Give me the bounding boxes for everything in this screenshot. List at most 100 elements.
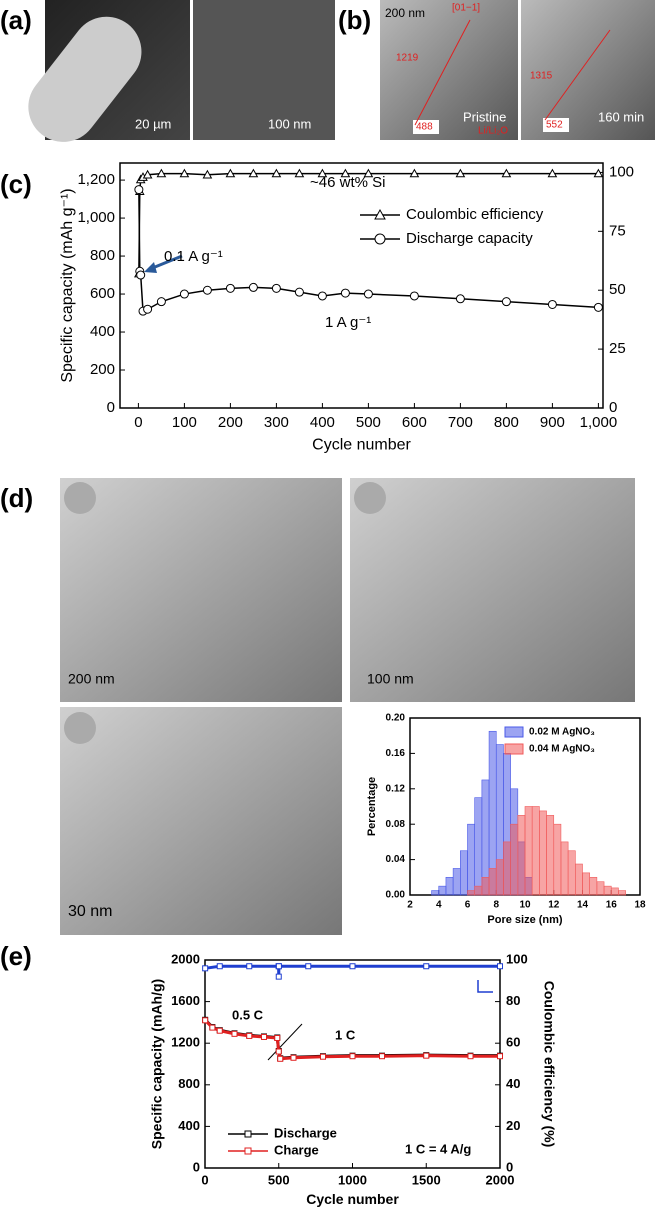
hist-bar (431, 890, 440, 896)
hist-bar (589, 876, 598, 896)
x-tick-label: 12 (548, 900, 560, 911)
y2-tick-label: 50 (609, 281, 626, 298)
y-tick-label: 0.20 (386, 713, 406, 724)
panel-label: (c) (0, 169, 32, 199)
marker (349, 963, 356, 970)
annotation: 1 A g⁻¹ (325, 314, 371, 331)
marker (501, 297, 511, 307)
marker (379, 1053, 385, 1060)
marker (225, 168, 236, 178)
marker (134, 185, 144, 195)
marker (497, 963, 503, 970)
marker (547, 168, 558, 178)
legend-label: Discharge capacity (406, 230, 533, 247)
x-axis-label: Pore size (nm) (487, 914, 563, 926)
x-tick-label: 600 (402, 414, 427, 431)
marker (290, 1054, 297, 1061)
y-axis-label: Specific capacity (mAh g⁻¹) (59, 188, 76, 382)
marker (202, 965, 209, 972)
divider-line (267, 1023, 303, 1061)
image-label: Pristine (463, 109, 506, 124)
marker (317, 291, 327, 301)
hist-bar (474, 885, 483, 896)
y2-tick-label: 25 (609, 340, 626, 357)
annotation: ~46 wt% Si (310, 174, 385, 191)
x-tick-label: 100 (172, 414, 197, 431)
hist-bar (510, 823, 519, 896)
image-label: 160 min (598, 109, 644, 124)
x-tick-label: 500 (268, 1172, 290, 1187)
series-line (204, 1019, 500, 1061)
marker (216, 963, 223, 970)
marker (271, 168, 282, 178)
direction-label: [01−1] (452, 3, 480, 14)
marker (547, 299, 557, 309)
panel-label: (a) (0, 5, 32, 35)
hist-bar (603, 885, 612, 896)
x-tick-label: 1500 (412, 1172, 441, 1187)
x-tick-label: 500 (356, 414, 381, 431)
x-tick-label: 400 (310, 414, 335, 431)
marker (305, 963, 312, 970)
x-tick-label: 10 (519, 900, 531, 911)
scale-bar-label: 200 nm (68, 671, 115, 687)
x-tick-label: 6 (465, 900, 471, 911)
annotation: 0.1 A g⁻¹ (164, 248, 223, 265)
x-tick-label: 14 (577, 900, 589, 911)
particle (28, 16, 142, 142)
marker (225, 283, 235, 293)
scale-bar-label: 200 nm (385, 6, 425, 20)
marker (216, 1027, 223, 1034)
y2-tick-label: 60 (506, 1035, 520, 1050)
y-tick-label: 0.04 (386, 854, 406, 865)
marker (156, 297, 166, 307)
y-tick-label: 0 (193, 1159, 200, 1174)
y-tick-label: 600 (90, 285, 115, 302)
hist-bar (524, 806, 533, 896)
marker (271, 283, 281, 293)
hist-bar (553, 823, 562, 896)
hist-bar (438, 885, 447, 896)
hist-bar (474, 797, 483, 896)
x-tick-label: 0 (134, 414, 142, 431)
marker (248, 168, 259, 178)
arrow-head (144, 262, 157, 273)
y2-tick-label: 0 (609, 399, 617, 416)
hist-bar (460, 850, 468, 896)
scale-bar-label: 30 nm (68, 903, 112, 920)
x-tick-label: 300 (264, 414, 289, 431)
hist-bar (596, 881, 605, 896)
tem-image (521, 0, 655, 140)
y-tick-label: 400 (90, 323, 115, 340)
tem-image (60, 707, 342, 935)
length-label: 1315 (530, 71, 553, 82)
marker (409, 291, 419, 301)
hist-bar (488, 868, 497, 896)
length-label: 488 (416, 122, 433, 133)
marker (136, 270, 146, 280)
hist-bar (445, 876, 454, 896)
y-tick-label: 1,000 (77, 209, 115, 226)
x-tick-label: 8 (493, 900, 499, 911)
marker (593, 168, 604, 178)
marker (467, 1053, 474, 1060)
y-tick-label: 0.12 (386, 783, 406, 794)
y-tick-label: 400 (178, 1118, 200, 1133)
x-tick-label: 2 (407, 900, 413, 911)
y2-axis-label: Coulombic efficiency (%) (541, 981, 557, 1147)
y2-tick-label: 40 (506, 1076, 520, 1091)
scale-bar-label: 20 µm (135, 116, 171, 131)
label-box (543, 118, 569, 132)
marker (246, 963, 253, 970)
panel-label: (b) (338, 5, 371, 35)
y-tick-label: 0.16 (386, 748, 406, 759)
y2-tick-label: 100 (506, 951, 528, 966)
x-axis-label: Cycle number (306, 1191, 399, 1207)
y2-tick-label: 80 (506, 993, 520, 1008)
marker (275, 963, 282, 970)
marker (248, 282, 258, 292)
marker (143, 304, 153, 314)
hist-bar (539, 810, 547, 896)
